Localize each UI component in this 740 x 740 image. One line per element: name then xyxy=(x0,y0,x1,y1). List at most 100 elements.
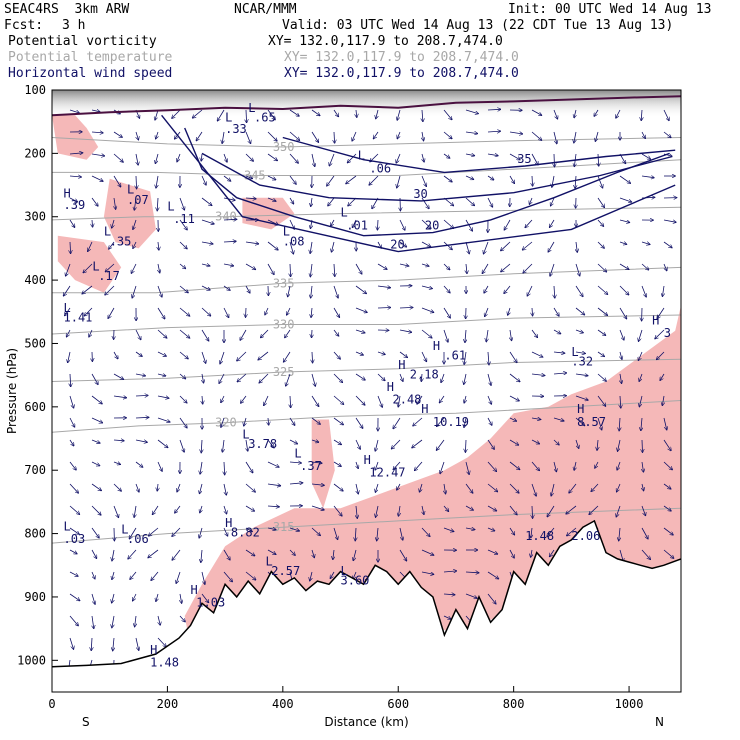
wind-vector xyxy=(113,153,123,162)
extremum-label-37: .32 xyxy=(571,355,593,369)
theta-contour-330 xyxy=(52,314,681,335)
wind-vector xyxy=(200,461,202,474)
wind-vector xyxy=(199,527,203,538)
wind-vector xyxy=(237,351,247,361)
field-theta-xy: XY= 132.0,117.9 to 208.7,474.0 xyxy=(284,50,519,65)
wind-vector xyxy=(91,483,102,491)
wind-vector xyxy=(617,461,621,470)
wind-vector xyxy=(595,461,599,468)
wind-vector xyxy=(619,417,620,431)
wind-vector xyxy=(179,395,187,403)
wind-vector xyxy=(157,374,166,376)
wind-vector xyxy=(66,263,71,276)
wind-vector xyxy=(487,131,501,132)
extremum-label-27: 2.48 xyxy=(393,393,422,407)
extremum-label-54: H xyxy=(150,643,157,657)
wind-vector xyxy=(355,417,363,429)
wind-vector xyxy=(69,615,78,626)
wind-vector xyxy=(69,417,75,427)
theta-contour-label-3: 335 xyxy=(273,276,295,290)
terrain-line xyxy=(52,519,681,668)
wind-vector xyxy=(157,439,168,448)
wind-vector xyxy=(638,329,643,342)
wind-vector xyxy=(551,483,555,496)
wind-vector xyxy=(575,439,579,449)
wind-vector xyxy=(531,329,538,338)
wind-vector xyxy=(465,132,478,134)
wind-vector xyxy=(157,483,158,491)
wind-vector xyxy=(663,461,673,470)
wind-vector xyxy=(663,109,669,121)
wind-vector xyxy=(487,527,495,531)
wind-contour-label-0: 20 xyxy=(425,219,439,233)
wind-vector xyxy=(597,329,606,336)
wind-vector xyxy=(311,285,312,298)
wind-vector xyxy=(531,483,536,496)
extremum-label-34: H xyxy=(364,453,371,467)
wind-vector xyxy=(619,527,620,541)
wind-vector xyxy=(377,219,378,230)
wind-vector xyxy=(422,131,424,141)
wind-vector xyxy=(288,285,291,297)
wind-vector xyxy=(290,263,291,277)
wind-vector xyxy=(135,374,146,376)
wind-vector xyxy=(88,241,93,252)
theta-contour-345 xyxy=(52,159,681,176)
wind-vector xyxy=(487,417,492,425)
wind-vector xyxy=(135,615,136,627)
wind-vector xyxy=(597,197,605,208)
wind-vector xyxy=(83,263,93,273)
wind-vector xyxy=(179,329,190,338)
wind-vector xyxy=(440,461,445,474)
extremum-label-39: 8.57 xyxy=(577,415,606,429)
wind-vector xyxy=(334,131,335,143)
wind-vector xyxy=(589,505,599,515)
wind-vector xyxy=(355,307,367,313)
wind-vector xyxy=(348,197,357,206)
wind-vector xyxy=(618,439,621,451)
wind-vector xyxy=(179,307,190,316)
wind-vector xyxy=(311,527,320,536)
x-tick-label: 200 xyxy=(157,697,179,711)
wind-vector xyxy=(421,219,431,229)
wind-vector xyxy=(597,307,608,316)
x-tick-label: 0 xyxy=(48,697,55,711)
extremum-label-45: .03 xyxy=(64,532,86,546)
wind-vector xyxy=(245,483,255,492)
wind-vector xyxy=(223,549,230,560)
wind-vector xyxy=(465,483,473,493)
wind-vector xyxy=(422,153,424,162)
extremum-label-43: 8.82 xyxy=(231,526,260,540)
wind-vector xyxy=(112,615,114,628)
wind-vector xyxy=(663,241,672,248)
wind-vector xyxy=(333,351,340,359)
theta-contour-label-7: 315 xyxy=(273,520,295,534)
wind-vector xyxy=(91,571,95,579)
wind-vector xyxy=(289,462,302,463)
wind-vector xyxy=(465,329,466,343)
wind-vector xyxy=(377,527,378,541)
wind-vector xyxy=(223,571,233,582)
wind-vector xyxy=(113,637,114,651)
wind-vector xyxy=(69,505,80,515)
wind-vector xyxy=(620,395,621,408)
wind-vector xyxy=(135,483,139,492)
wind-vector xyxy=(200,505,202,513)
wind-vector xyxy=(223,264,234,266)
wind-vector xyxy=(69,527,79,534)
wind-vector xyxy=(70,373,71,387)
wind-vector xyxy=(620,351,622,360)
wind-vector xyxy=(128,549,137,559)
wind-vector xyxy=(523,263,533,273)
wind-vector xyxy=(553,131,557,144)
wind-vector xyxy=(91,637,92,651)
wind-vector xyxy=(465,109,479,114)
x-axis-label: Distance (km) xyxy=(324,715,408,729)
wind-vector xyxy=(158,615,160,625)
wind-vector xyxy=(575,329,583,333)
wind-vector xyxy=(617,483,621,492)
wind-vector xyxy=(201,197,212,206)
wind-vector xyxy=(311,197,312,207)
wind-vector xyxy=(158,241,159,250)
